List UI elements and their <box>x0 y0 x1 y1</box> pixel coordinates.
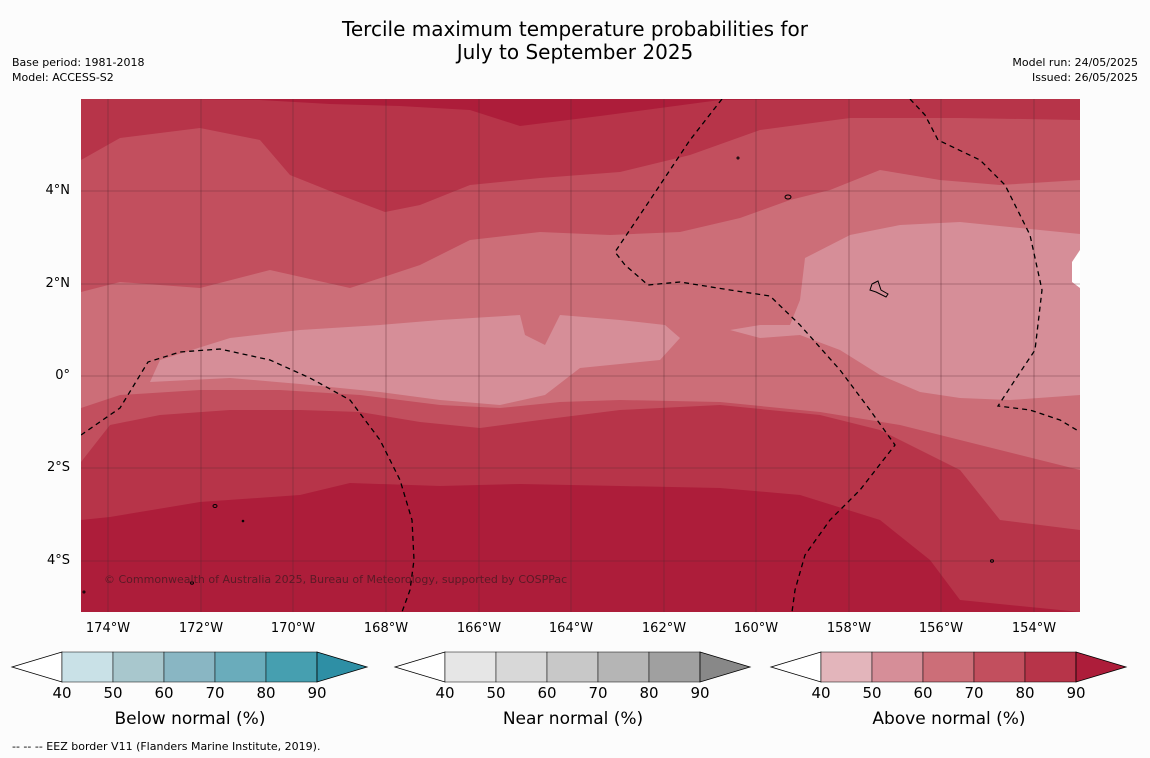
lat-label-2s: 2°S <box>46 460 70 475</box>
colorbar-segment <box>495 651 548 683</box>
colorbar-near-normal <box>393 651 752 683</box>
footnote-eez: -- -- -- EEZ border V11 (Flanders Marine… <box>12 740 321 753</box>
colorbar-over-triangle <box>316 651 369 683</box>
chart-title: Tercile maximum temperature probabilitie… <box>0 18 1150 64</box>
cb-tick: 50 <box>862 684 882 702</box>
colorbar-segment <box>265 651 318 683</box>
colorbar-segment <box>546 651 599 683</box>
cb-tick: 70 <box>205 684 225 702</box>
colorbar-segment <box>871 651 924 683</box>
cb-tick: 40 <box>435 684 455 702</box>
cb-tick: 90 <box>690 684 710 702</box>
colorbar-segment <box>922 651 975 683</box>
colorbar-label-above: Above normal (%) <box>872 709 1026 729</box>
colorbar-under-triangle <box>393 651 446 683</box>
lon-label-168w: 168°W <box>363 621 409 636</box>
colorbar-segment <box>973 651 1026 683</box>
colorbar-label-below: Below normal (%) <box>114 709 266 729</box>
band-40-50 <box>150 222 1080 405</box>
meta-left: Base period: 1981-2018 Model: ACCESS-S2 <box>12 55 144 85</box>
colorbar-segment <box>1024 651 1077 683</box>
colorbar-under-triangle <box>769 651 822 683</box>
lat-label-4n: 4°N <box>45 183 71 198</box>
model-run-text: Model run: 24/05/2025 <box>1012 56 1138 69</box>
cb-tick: 80 <box>256 684 276 702</box>
lon-label-160w: 160°W <box>733 621 779 636</box>
cb-tick: 40 <box>811 684 831 702</box>
lon-label-164w: 164°W <box>548 621 594 636</box>
model-text: Model: ACCESS-S2 <box>12 71 114 84</box>
lon-label-170w: 170°W <box>270 621 316 636</box>
base-period-text: Base period: 1981-2018 <box>12 56 145 69</box>
cb-tick: 70 <box>588 684 608 702</box>
cb-tick: 90 <box>1066 684 1086 702</box>
lon-label-166w: 166°W <box>456 621 502 636</box>
cb-tick: 50 <box>486 684 506 702</box>
cb-tick: 50 <box>103 684 123 702</box>
cb-tick: 60 <box>154 684 174 702</box>
lon-label-154w: 154°W <box>1011 621 1057 636</box>
lon-label-158w: 158°W <box>826 621 872 636</box>
meta-right: Model run: 24/05/2025 Issued: 26/05/2025 <box>1012 55 1138 85</box>
colorbar-segment <box>112 651 165 683</box>
title-line-1: Tercile maximum temperature probabilitie… <box>342 17 808 41</box>
graticule <box>81 99 1080 612</box>
colorbar-label-near: Near normal (%) <box>502 709 644 729</box>
colorbar-segment <box>444 651 497 683</box>
eez-borders <box>81 99 1080 612</box>
issued-text: Issued: 26/05/2025 <box>1031 71 1138 84</box>
colorbar-segment <box>648 651 701 683</box>
colorbar-above-normal <box>769 651 1128 683</box>
colorbar-segment <box>597 651 650 683</box>
colorbar-over-triangle <box>699 651 752 683</box>
islands <box>82 156 994 594</box>
white-patch <box>1072 250 1080 288</box>
colorbar-over-triangle <box>1075 651 1128 683</box>
colorbar-under-triangle <box>10 651 63 683</box>
cb-tick: 60 <box>537 684 557 702</box>
title-line-2: July to September 2025 <box>456 40 694 64</box>
lat-label-0: 0° <box>55 368 70 383</box>
lon-label-174w: 174°W <box>85 621 131 636</box>
lon-label-172w: 172°W <box>178 621 224 636</box>
cb-tick: 40 <box>52 684 72 702</box>
lat-label-4s: 4°S <box>46 553 70 568</box>
colorbar-segment <box>820 651 873 683</box>
colorbar-segment <box>214 651 267 683</box>
lat-label-2n: 2°N <box>45 276 71 291</box>
copyright-text: © Commonwealth of Australia 2025, Bureau… <box>104 573 568 586</box>
colorbar-segment <box>163 651 216 683</box>
cb-tick: 80 <box>1015 684 1035 702</box>
lon-label-162w: 162°W <box>641 621 687 636</box>
cb-tick: 60 <box>913 684 933 702</box>
colorbar-below-normal <box>10 651 369 683</box>
cb-tick: 90 <box>307 684 327 702</box>
colorbar-segment <box>61 651 114 683</box>
cb-tick: 70 <box>964 684 984 702</box>
lon-label-156w: 156°W <box>918 621 964 636</box>
cb-tick: 80 <box>639 684 659 702</box>
map-contours <box>81 99 1080 612</box>
